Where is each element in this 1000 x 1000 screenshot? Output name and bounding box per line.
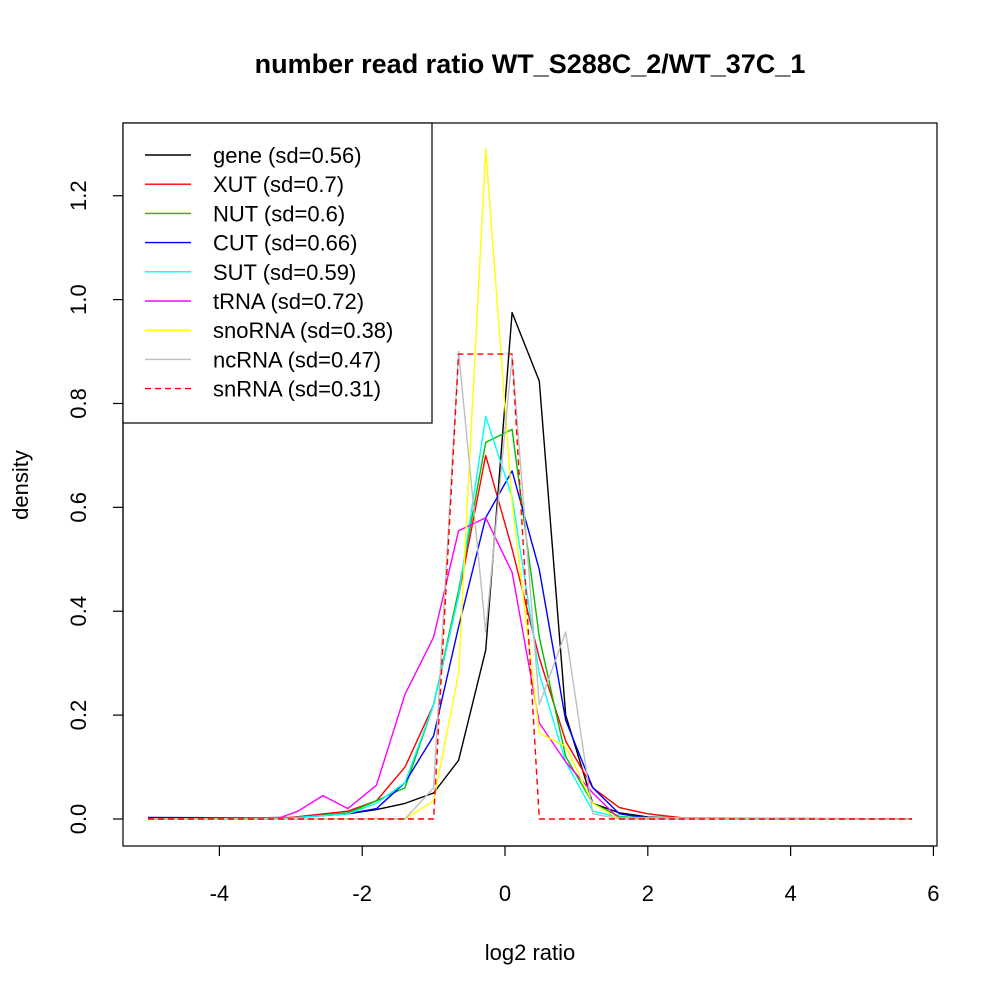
legend-label-4: SUT (sd=0.59)	[213, 260, 356, 285]
y-tick-label: 1.0	[66, 284, 91, 315]
series-line-8	[148, 353, 912, 820]
legend-label-1: XUT (sd=0.7)	[213, 172, 344, 197]
plot-lines	[147, 148, 913, 820]
x-tick-label: -2	[352, 881, 372, 906]
y-tick-label: 0.2	[66, 700, 91, 731]
x-tick-label: -4	[210, 881, 230, 906]
x-tick-label: 0	[499, 881, 511, 906]
y-tick-label: 0.4	[66, 596, 91, 627]
x-tick-label: 4	[784, 881, 796, 906]
y-tick-label: 1.2	[66, 180, 91, 211]
y-tick-label: 0.0	[66, 804, 91, 835]
legend-label-7: ncRNA (sd=0.47)	[213, 347, 381, 372]
series-line-7	[148, 350, 912, 820]
x-tick-label: 6	[927, 881, 939, 906]
y-tick-label: 0.6	[66, 492, 91, 523]
legend-label-8: snRNA (sd=0.31)	[213, 377, 381, 402]
legend-label-0: gene (sd=0.56)	[213, 143, 362, 168]
legend: gene (sd=0.56) XUT (sd=0.7) NUT (sd=0.6) CU…	[122, 122, 433, 424]
x-tick-label: 2	[642, 881, 654, 906]
legend-label-5: tRNA (sd=0.72)	[213, 289, 364, 314]
series-line-6	[148, 148, 912, 820]
legend-label-6: snoRNA (sd=0.38)	[213, 318, 393, 343]
plot-frame	[122, 122, 938, 847]
legend-label-2: NUT (sd=0.6)	[213, 201, 345, 226]
legend-box	[122, 122, 433, 424]
series-line-1	[147, 454, 913, 820]
legend-label-3: CUT (sd=0.66)	[213, 231, 357, 256]
series-line-4	[147, 415, 913, 820]
series-line-2	[147, 428, 913, 820]
x-axis-label: log2 ratio	[485, 940, 576, 965]
y-axis-label: density	[8, 450, 33, 520]
y-tick-label: 0.8	[66, 388, 91, 419]
chart-title: number read ratio WT_S288C_2/WT_37C_1	[255, 49, 806, 79]
